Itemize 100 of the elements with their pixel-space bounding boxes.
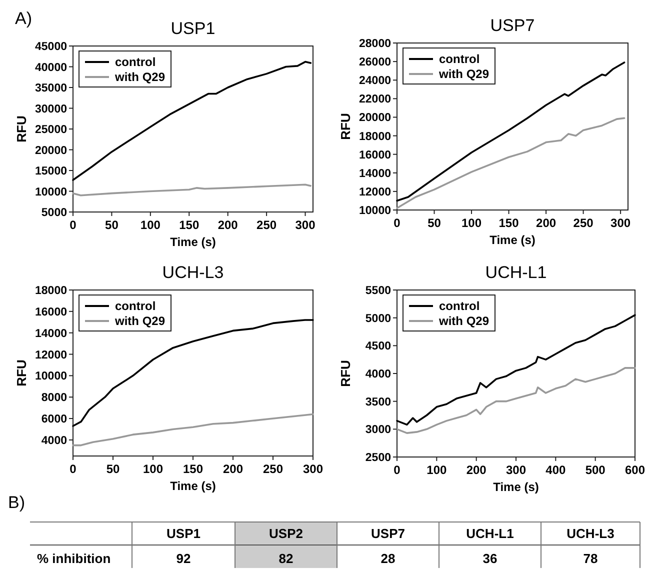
text: B) bbox=[8, 493, 25, 512]
line-series bbox=[72, 184, 312, 196]
data-label: 78 bbox=[583, 551, 598, 566]
y-tick-label: 16000 bbox=[35, 306, 67, 318]
x-tick-label: 0 bbox=[394, 216, 401, 230]
y-tick-label: 10000 bbox=[35, 186, 67, 198]
category-label: UCH-L3 bbox=[566, 526, 614, 541]
category-label: UCH-L1 bbox=[466, 526, 514, 541]
y-axis-title: RFU bbox=[14, 116, 29, 142]
x-tick-label: 200 bbox=[218, 218, 238, 232]
line-series bbox=[72, 413, 314, 446]
x-tick-label: 200 bbox=[536, 216, 556, 230]
y-tick-label: 8000 bbox=[41, 392, 67, 404]
x-tick-label: 150 bbox=[182, 462, 204, 476]
x-tick-label: 300 bbox=[302, 462, 324, 476]
y-tick-label: 2500 bbox=[365, 452, 391, 464]
text: % inhibition bbox=[37, 551, 111, 566]
x-tick-label: 100 bbox=[140, 218, 161, 232]
x-tick-label: 300 bbox=[506, 463, 526, 477]
y-tick-label: 5500 bbox=[365, 285, 391, 297]
data-label: 36 bbox=[482, 551, 498, 566]
y-tick-label: 15000 bbox=[35, 166, 67, 178]
chart-title: USP7 bbox=[490, 16, 535, 35]
y-tick-label: 3000 bbox=[365, 424, 391, 436]
y-tick-label: 20000 bbox=[359, 112, 391, 124]
x-tick-label: 100 bbox=[142, 462, 164, 476]
y-tick-label: 4500 bbox=[365, 340, 391, 353]
x-axis-title: Time (s) bbox=[490, 233, 536, 247]
y-tick-label: 10000 bbox=[359, 205, 391, 217]
y-tick-label: 18000 bbox=[359, 130, 391, 143]
x-tick-label: 50 bbox=[106, 462, 120, 476]
y-tick-label: 28000 bbox=[359, 38, 391, 50]
data-label: 82 bbox=[278, 551, 294, 566]
y-tick-label: 40000 bbox=[35, 62, 67, 74]
y-tick-label: 22000 bbox=[359, 94, 391, 106]
data-label: 28 bbox=[380, 551, 396, 566]
category-label: USP1 bbox=[166, 526, 200, 541]
y-tick-label: 5000 bbox=[365, 312, 391, 325]
x-tick-label: 100 bbox=[426, 463, 447, 477]
y-tick-label: 20000 bbox=[35, 144, 67, 157]
line-series bbox=[396, 367, 636, 434]
x-tick-label: 50 bbox=[428, 216, 442, 230]
y-tick-label: 45000 bbox=[35, 41, 67, 53]
text: A) bbox=[15, 9, 32, 28]
x-tick-label: 250 bbox=[256, 218, 277, 232]
x-tick-label: 0 bbox=[70, 218, 77, 232]
x-tick-label: 600 bbox=[624, 463, 646, 477]
x-tick-label: 200 bbox=[466, 463, 487, 477]
y-tick-label: 6000 bbox=[41, 414, 67, 426]
y-tick-label: 35000 bbox=[35, 82, 67, 94]
chart-title: USP1 bbox=[170, 19, 216, 38]
y-tick-label: 18000 bbox=[35, 285, 67, 297]
line-series bbox=[396, 314, 636, 426]
legend-label: with Q29 bbox=[114, 70, 166, 84]
y-tick-label: 30000 bbox=[35, 103, 67, 116]
legend-label: control bbox=[115, 299, 156, 313]
y-axis-title: RFU bbox=[338, 360, 353, 387]
y-tick-label: 10000 bbox=[35, 370, 67, 383]
chart-title: UCH-L3 bbox=[162, 263, 224, 282]
legend-label: control bbox=[115, 55, 156, 69]
x-tick-label: 400 bbox=[546, 463, 566, 477]
line-series bbox=[396, 117, 626, 210]
y-tick-label: 25000 bbox=[35, 124, 67, 136]
x-tick-label: 500 bbox=[585, 463, 606, 477]
y-tick-label: 12000 bbox=[359, 186, 391, 198]
y-axis-title: RFU bbox=[14, 360, 29, 386]
x-tick-label: 0 bbox=[70, 462, 77, 476]
legend-label: with Q29 bbox=[114, 314, 166, 328]
x-axis-title: Time (s) bbox=[170, 479, 216, 493]
data-label: 92 bbox=[176, 551, 191, 566]
y-tick-label: 4000 bbox=[365, 368, 391, 380]
x-tick-label: 150 bbox=[179, 218, 200, 232]
y-axis-title: RFU bbox=[338, 113, 353, 140]
y-tick-label: 14000 bbox=[35, 328, 67, 340]
y-tick-label: 5000 bbox=[41, 207, 67, 219]
legend-label: with Q29 bbox=[438, 67, 490, 81]
y-tick-label: 24000 bbox=[359, 75, 391, 88]
y-tick-label: 12000 bbox=[35, 349, 67, 362]
legend-label: control bbox=[439, 299, 480, 313]
x-tick-label: 150 bbox=[498, 216, 520, 230]
y-tick-label: 16000 bbox=[359, 149, 391, 162]
x-tick-label: 200 bbox=[222, 462, 244, 476]
x-tick-label: 50 bbox=[105, 218, 119, 232]
x-axis-title: Time (s) bbox=[170, 235, 216, 249]
y-tick-label: 4000 bbox=[41, 434, 67, 447]
x-axis-title: Time (s) bbox=[493, 480, 539, 494]
category-label: USP7 bbox=[371, 526, 405, 541]
x-tick-label: 100 bbox=[462, 216, 482, 230]
legend-label: control bbox=[439, 52, 480, 66]
x-tick-label: 300 bbox=[295, 218, 316, 232]
legend-label: with Q29 bbox=[438, 314, 490, 328]
x-tick-label: 250 bbox=[573, 216, 594, 230]
y-tick-label: 3500 bbox=[365, 396, 391, 408]
line-series bbox=[396, 62, 626, 202]
chart-title: UCH-L1 bbox=[485, 263, 547, 282]
x-tick-label: 0 bbox=[394, 463, 401, 477]
y-tick-label: 26000 bbox=[359, 56, 391, 69]
x-tick-label: 250 bbox=[262, 462, 284, 476]
category-label: USP2 bbox=[269, 526, 303, 541]
x-tick-label: 300 bbox=[610, 216, 631, 230]
